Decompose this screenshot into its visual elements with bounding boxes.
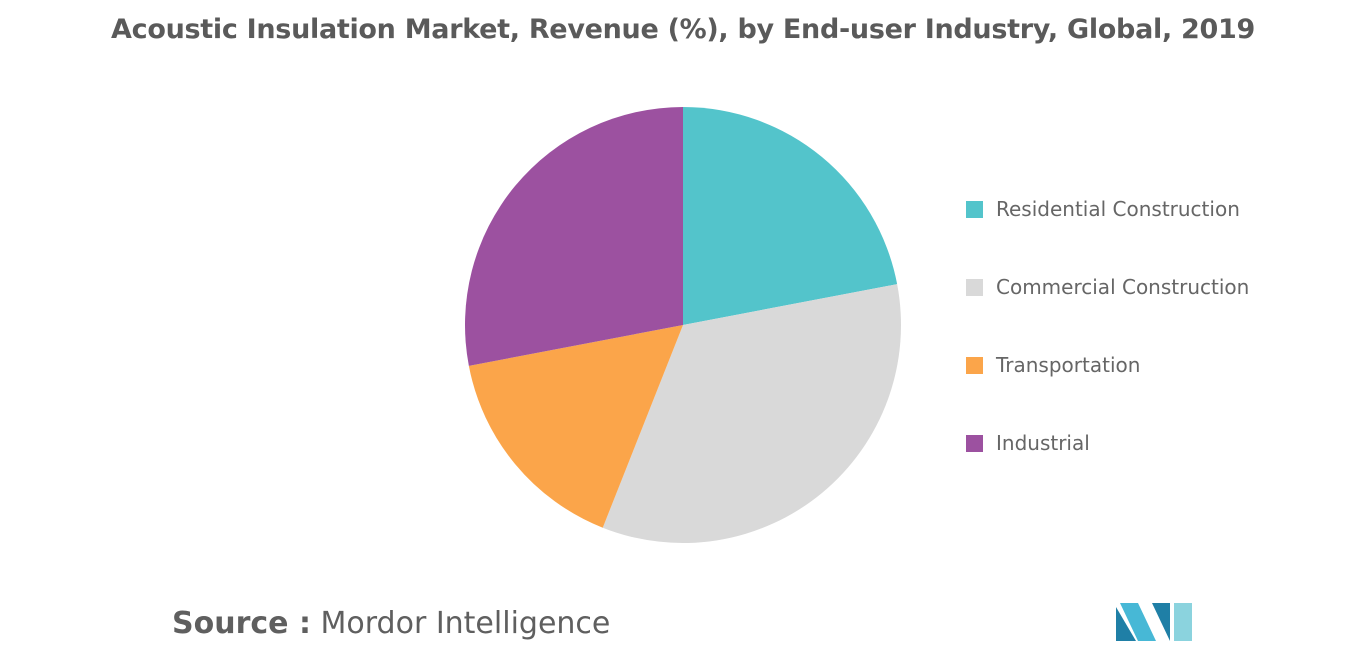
legend-swatch [966, 200, 983, 218]
legend-item: Industrial [966, 430, 1249, 456]
pie-slice-transportation [468, 325, 683, 528]
source-note: Source : Mordor Intelligence [172, 606, 610, 641]
pie-slice-commercial-construction [602, 284, 901, 543]
source-label: Source : [172, 606, 311, 641]
legend-label: Residential Construction [996, 197, 1240, 221]
legend-item: Commercial Construction [966, 274, 1249, 300]
legend-label: Transportation [996, 353, 1141, 377]
pie-slice-industrial [465, 107, 683, 366]
legend-label: Industrial [996, 431, 1090, 455]
legend: Residential Construction Commercial Const… [966, 196, 1249, 508]
legend-item: Transportation [966, 352, 1249, 378]
source-text: Mordor Intelligence [320, 606, 611, 641]
legend-label: Commercial Construction [996, 275, 1250, 299]
mordor-intelligence-logo-icon [1116, 603, 1192, 641]
chart-title: Acoustic Insulation Market, Revenue (%),… [111, 14, 1255, 45]
pie-slice-residential-construction [683, 107, 898, 325]
legend-swatch [966, 278, 983, 296]
legend-swatch [966, 356, 983, 374]
legend-swatch [966, 434, 983, 452]
legend-item: Residential Construction [966, 196, 1249, 222]
